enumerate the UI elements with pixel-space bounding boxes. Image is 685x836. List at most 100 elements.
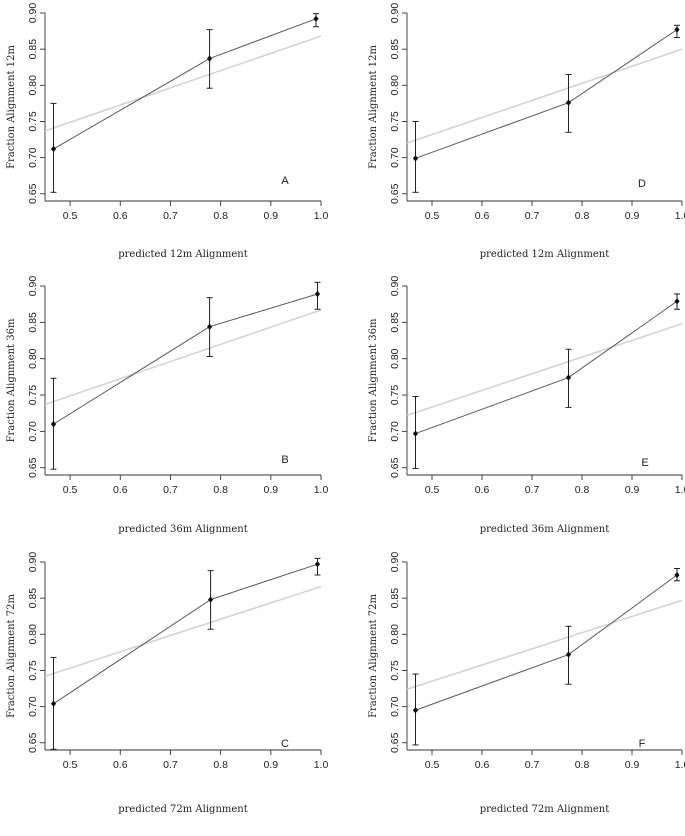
x-tick-label: 0.8 <box>575 484 590 496</box>
data-point <box>674 26 680 33</box>
y-tick-label: 0.75 <box>389 660 401 681</box>
series-line <box>53 563 318 705</box>
panel-d: 0.5 0.6 0.7 0.8 0.9 1.0 0.65 0.70 0.75 0.80 0.85 0.… <box>368 3 685 260</box>
y-tick-label: 0.80 <box>389 75 401 96</box>
data-point <box>50 145 57 153</box>
data-point <box>206 55 213 62</box>
x-tick-label: 0.6 <box>475 210 490 222</box>
y-tick-label: 0.65 <box>389 732 401 753</box>
data-point <box>565 374 572 381</box>
data-point <box>50 700 57 707</box>
series-line <box>415 29 678 159</box>
x-tick-label: 0.8 <box>213 210 228 222</box>
y-tick-label: 0.65 <box>27 732 39 753</box>
y-tick-label: 0.75 <box>389 385 401 406</box>
data-point <box>674 571 680 579</box>
x-tick-label: 0.8 <box>575 759 590 771</box>
panel-label: A <box>281 175 289 187</box>
x-tick-label: 0.5 <box>63 484 78 496</box>
y-tick-label: 0.70 <box>389 147 401 168</box>
panel-label: C <box>281 738 289 750</box>
x-axis-title: predicted 72m Alignment <box>480 804 610 815</box>
y-tick-label: 0.90 <box>27 276 39 297</box>
y-tick-label: 0.70 <box>27 696 39 717</box>
y-tick-label: 0.75 <box>389 111 401 132</box>
y-axis-title: Fraction Alignment 36m <box>368 318 379 442</box>
x-tick-label: 0.7 <box>163 484 178 496</box>
y-tick-label: 0.90 <box>27 3 39 24</box>
panel-label: F <box>639 738 646 750</box>
y-tick-label: 0.75 <box>27 660 39 681</box>
x-tick-label: 0.5 <box>425 484 440 496</box>
y-tick-label: 0.90 <box>389 276 401 297</box>
fit-line <box>406 599 683 691</box>
y-tick-label: 0.90 <box>27 552 39 573</box>
y-tick-label: 0.90 <box>389 3 401 24</box>
data-point <box>314 560 321 568</box>
fit-line <box>44 309 322 406</box>
y-tick-label: 0.85 <box>27 312 39 333</box>
x-tick-label: 1.0 <box>675 759 685 771</box>
y-tick-label: 0.85 <box>389 312 401 333</box>
x-tick-label: 0.6 <box>113 484 128 496</box>
x-tick-label: 0.9 <box>625 759 640 771</box>
x-axis-title: predicted 12m Alignment <box>480 249 610 260</box>
x-axis-title: predicted 72m Alignment <box>118 804 248 815</box>
panel-f: 0.5 0.6 0.7 0.8 0.9 1.0 0.65 0.70 0.75 0.80 0.85 0.… <box>368 552 685 815</box>
fit-line <box>406 48 683 144</box>
panel-a: 0.5 0.6 0.7 0.8 0.9 1.0 0.65 0.70 0.75 0.80 0.85 0.… <box>6 3 328 260</box>
x-tick-label: 1.0 <box>675 484 685 496</box>
data-point <box>50 420 57 428</box>
series-line <box>415 300 678 435</box>
x-axis-title: predicted 36m Alignment <box>118 524 248 535</box>
x-tick-label: 0.5 <box>63 759 78 771</box>
y-tick-label: 0.85 <box>27 39 39 60</box>
fit-line <box>406 323 683 417</box>
x-tick-label: 0.9 <box>625 484 640 496</box>
panel-label: D <box>638 178 646 190</box>
x-tick-label: 0.9 <box>264 759 279 771</box>
x-tick-label: 0.7 <box>163 210 178 222</box>
data-point <box>565 99 572 106</box>
panel-label: B <box>281 454 288 466</box>
x-tick-label: 1.0 <box>314 210 329 222</box>
panel-label: E <box>641 457 648 469</box>
x-tick-label: 0.8 <box>213 759 228 771</box>
x-tick-label: 0.5 <box>63 210 78 222</box>
x-tick-label: 0.9 <box>264 484 279 496</box>
y-tick-label: 0.90 <box>389 552 401 573</box>
x-axis-title: predicted 12m Alignment <box>118 249 248 260</box>
data-point <box>412 430 419 437</box>
y-tick-label: 0.65 <box>389 183 401 204</box>
y-tick-label: 0.75 <box>27 111 39 132</box>
x-axis-title: predicted 36m Alignment <box>480 524 610 535</box>
y-tick-label: 0.65 <box>27 457 39 478</box>
y-axis-title: Fraction Alignment 36m <box>6 318 17 442</box>
y-tick-label: 0.70 <box>389 696 401 717</box>
y-tick-label: 0.85 <box>27 588 39 609</box>
y-tick-label: 0.80 <box>27 75 39 96</box>
y-tick-label: 0.65 <box>27 183 39 204</box>
y-tick-label: 0.80 <box>27 348 39 369</box>
y-tick-label: 0.80 <box>389 624 401 645</box>
x-tick-label: 0.7 <box>525 484 540 496</box>
y-tick-label: 0.65 <box>389 457 401 478</box>
data-point <box>314 290 321 298</box>
data-point <box>412 707 419 714</box>
x-tick-label: 0.6 <box>475 759 490 771</box>
fit-line <box>44 35 322 132</box>
y-tick-label: 0.80 <box>389 348 401 369</box>
data-point <box>674 298 680 305</box>
data-point <box>412 155 419 162</box>
x-tick-label: 0.6 <box>113 210 128 222</box>
x-tick-label: 0.7 <box>525 210 540 222</box>
x-tick-label: 0.5 <box>425 210 440 222</box>
y-axis-title: Fraction Alignment 72m <box>368 594 379 718</box>
x-tick-label: 0.7 <box>163 759 178 771</box>
y-tick-label: 0.70 <box>27 147 39 168</box>
x-tick-label: 0.7 <box>525 759 540 771</box>
y-tick-label: 0.85 <box>389 588 401 609</box>
y-axis-title: Fraction Alignment 12m <box>368 45 379 169</box>
data-point <box>565 651 572 658</box>
series-line <box>53 293 318 425</box>
